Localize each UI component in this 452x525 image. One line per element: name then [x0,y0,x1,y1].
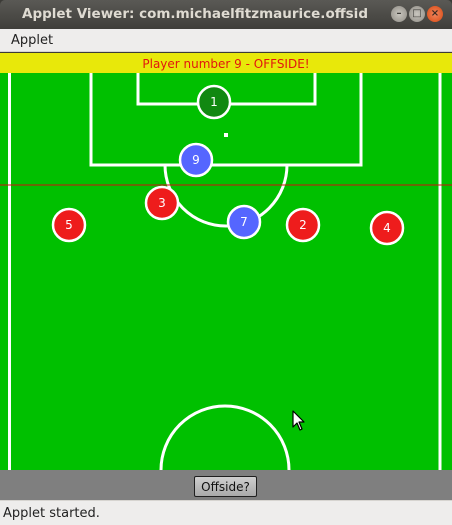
player-marker[interactable] [144,185,180,221]
player-marker[interactable] [285,207,321,243]
player-9[interactable]: 9 [178,142,214,178]
grass [0,73,452,470]
window-title: Applet Viewer: com.michaelfitzmaurice.of… [22,6,368,22]
player-2[interactable]: 2 [285,207,321,243]
player-3[interactable]: 3 [144,185,180,221]
mouse-pointer-icon [292,410,305,431]
player-number: 1 [210,95,218,109]
players-layer: 1 9 3 5 7 2 4 [51,84,405,246]
menu-bar: Applet [0,29,452,52]
player-marker[interactable] [178,142,214,178]
player-marker[interactable] [226,204,262,240]
penalty-box [89,73,363,167]
player-number: 4 [383,221,391,235]
close-button[interactable]: × [427,6,443,22]
player-number: 7 [240,215,248,229]
player-number: 2 [299,218,307,232]
player-5[interactable]: 5 [51,207,87,243]
banner-text: Player number 9 - OFFSIDE! [142,57,310,71]
player-number: 3 [158,196,166,210]
minimize-button[interactable]: – [391,6,407,22]
title-bar: Applet Viewer: com.michaelfitzmaurice.of… [0,0,452,29]
applet-panel: Player number 9 - OFFSIDE! 1 9 3 5 7 2 4 Offsi… [0,53,452,500]
player-marker[interactable] [51,207,87,243]
player-number: 9 [192,153,200,167]
player-4[interactable]: 4 [369,210,405,246]
player-7[interactable]: 7 [226,204,262,240]
offside-button[interactable]: Offside? [194,476,257,497]
maximize-button[interactable]: □ [409,6,425,22]
player-marker[interactable] [196,84,232,120]
status-text: Applet started. [3,506,100,521]
centre-circle [159,404,291,471]
player-number: 5 [65,218,73,232]
penalty-spot [224,133,228,137]
menu-applet[interactable]: Applet [11,33,54,48]
status-bar: Applet started. [0,500,452,525]
football-pitch: 1 9 3 5 7 2 4 [0,73,452,471]
offside-banner: Player number 9 - OFFSIDE! [0,53,452,73]
player-marker[interactable] [369,210,405,246]
player-1[interactable]: 1 [196,84,232,120]
